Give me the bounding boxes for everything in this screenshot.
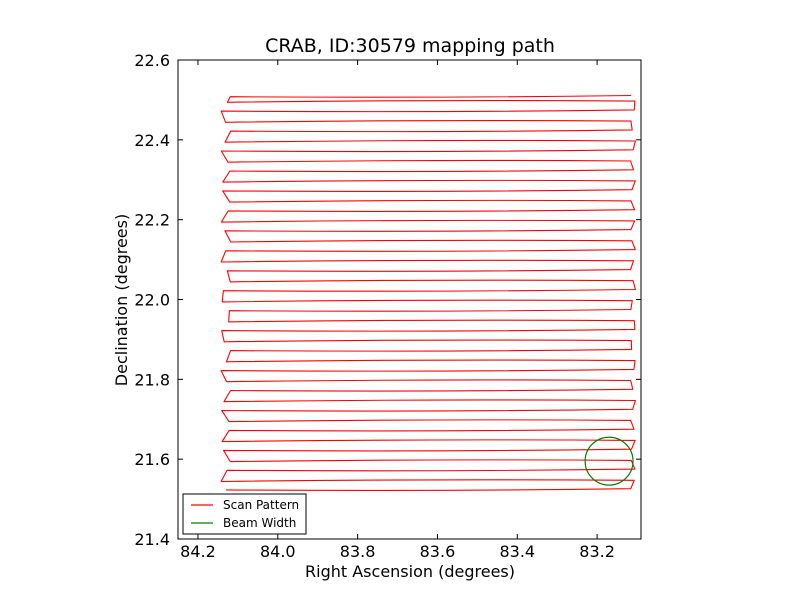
x-tick-label: 84.0 [260, 542, 296, 561]
y-tick-label: 22.4 [134, 131, 170, 150]
y-tick-label: 22.2 [134, 211, 170, 230]
beam-width-circle [584, 436, 634, 486]
chart-title: CRAB, ID:30579 mapping path [265, 35, 555, 57]
x-tick-label: 83.2 [579, 542, 615, 561]
x-tick-label: 84.2 [180, 542, 216, 561]
y-axis: 21.4 21.6 21.8 22.0 22.2 22.4 22.6 [134, 51, 641, 549]
scan-pattern-line [220, 94, 636, 491]
y-tick-label: 21.4 [134, 530, 170, 549]
x-axis: 84.2 84.0 83.8 83.6 83.4 83.2 [180, 60, 615, 561]
x-axis-label: Right Ascension (degrees) [305, 562, 515, 581]
legend-label-beam: Beam Width [223, 516, 296, 530]
legend: Scan Pattern Beam Width [182, 493, 307, 535]
y-tick-label: 22.0 [134, 291, 170, 310]
plot-area [177, 59, 642, 540]
legend-box [182, 493, 307, 535]
x-tick-label: 83.8 [340, 542, 376, 561]
x-tick-label: 83.4 [499, 542, 535, 561]
x-tick-label: 83.6 [420, 542, 456, 561]
y-axis-label: Declination (degrees) [112, 214, 131, 386]
y-tick-label: 21.8 [134, 370, 170, 389]
plot-frame [177, 59, 642, 540]
scan-pattern-series [220, 94, 636, 491]
y-tick-label: 21.6 [134, 450, 170, 469]
y-tick-label: 22.6 [134, 51, 170, 70]
legend-label-scan: Scan Pattern [223, 498, 299, 512]
beam-width-series [584, 436, 634, 486]
